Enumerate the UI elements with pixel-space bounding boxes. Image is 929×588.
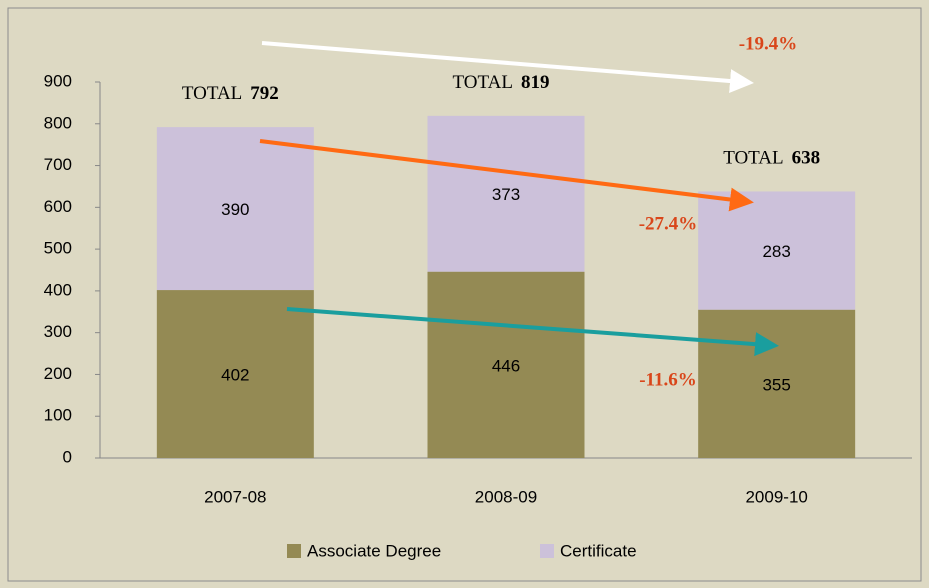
data-label: 402 [221,366,249,385]
legend-swatch [540,544,554,558]
legend-swatch [287,544,301,558]
total-word: TOTAL [453,72,513,93]
trend-arrow [261,41,754,93]
x-tick-label: 2009-10 [745,487,807,506]
y-tick-label: 900 [44,71,72,90]
legend-label: Associate Degree [307,541,441,560]
data-label: 446 [492,356,520,375]
total-word: TOTAL [723,148,783,169]
y-tick-label: 300 [44,322,72,341]
total-label: TOTAL 792 [182,83,279,104]
bar-segment [427,115,585,272]
data-label: 355 [762,375,790,394]
bar-segment [156,127,314,291]
total-word: TOTAL [182,83,242,104]
x-tick-label: 2008-09 [475,487,537,506]
data-label: 283 [762,242,790,261]
x-tick-label: 2007-08 [204,487,266,506]
total-label: TOTAL 819 [453,72,550,93]
y-tick-label: 600 [44,197,72,216]
change-label: -19.4% [739,33,798,54]
bar-segment [427,271,585,458]
y-tick-label: 700 [44,155,72,174]
y-tick-label: 100 [44,406,72,425]
trend-arrow [286,307,779,357]
change-label: -11.6% [639,369,697,390]
total-label: TOTAL 638 [723,148,820,169]
y-tick-label: 400 [44,280,72,299]
trend-arrow [259,139,754,212]
total-value: 819 [521,72,550,93]
bar-segment [156,290,314,458]
y-tick-label: 500 [44,239,72,258]
y-tick-label: 200 [44,364,72,383]
total-value: 792 [250,83,278,104]
legend-label: Certificate [560,541,637,560]
data-label: 373 [492,185,520,204]
frame [7,7,922,582]
bar-segment [698,191,856,310]
change-label: -27.4% [639,213,698,234]
data-label: 390 [221,200,249,219]
y-tick-label: 0 [63,447,72,466]
y-tick-label: 800 [44,113,72,132]
total-value: 638 [792,148,821,169]
